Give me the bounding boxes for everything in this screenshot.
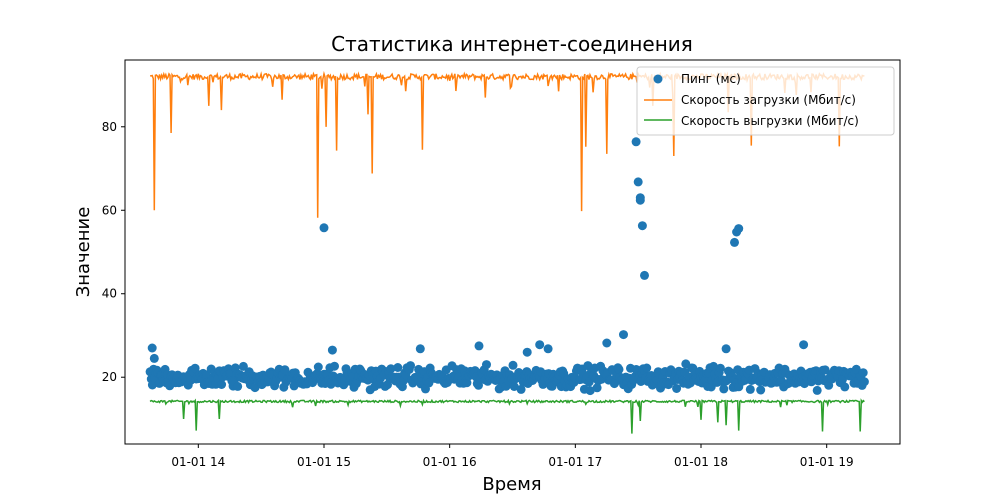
- y-tick-label: 40: [102, 287, 117, 301]
- ping-point: [585, 386, 595, 396]
- x-axis: 01-01 14 01-01 15 01-01 16 01-01 17 01-01 18…: [171, 444, 854, 469]
- ping-point: [812, 385, 822, 395]
- y-tick-label: 20: [102, 370, 117, 384]
- ping-point: [393, 363, 403, 372]
- ping-point: [715, 363, 725, 373]
- ping-point: [482, 360, 491, 370]
- ping-point: [858, 368, 868, 378]
- ping-outlier-point: [522, 347, 532, 357]
- ping-outlier-point: [543, 344, 553, 354]
- legend-marker-ping: [653, 74, 663, 84]
- ping-point: [330, 361, 339, 371]
- series-upload-line: [149, 398, 865, 434]
- ping-point: [516, 384, 526, 394]
- ping-point: [745, 384, 755, 394]
- ping-point: [386, 364, 396, 374]
- y-axis: 20 40 60 80: [102, 120, 125, 384]
- ping-outlier-point: [415, 344, 425, 354]
- ping-point: [840, 382, 850, 392]
- ping-point: [719, 384, 729, 394]
- ping-point: [800, 379, 809, 389]
- ping-outlier-point: [147, 343, 157, 353]
- x-axis-title: Время: [482, 474, 541, 495]
- y-axis-title: Значение: [73, 207, 94, 298]
- ping-point: [190, 363, 200, 373]
- legend-label-download: Скорость загрузки (Мбит/с): [681, 93, 856, 107]
- ping-outlier-point: [635, 193, 645, 203]
- ping-outlier-point: [734, 224, 744, 234]
- ping-point: [280, 365, 290, 375]
- plot-frame: [124, 59, 901, 445]
- ping-outlier-point: [633, 177, 643, 187]
- y-tick-label: 60: [102, 203, 117, 217]
- ping-outlier-point: [730, 237, 739, 247]
- ping-outlier-point: [619, 330, 628, 340]
- ping-point: [313, 362, 323, 372]
- ping-outlier-point: [149, 353, 159, 363]
- x-tick-label: 01-01 14: [171, 455, 225, 469]
- ping-point: [592, 383, 602, 393]
- x-tick-label: 01-01 17: [548, 455, 602, 469]
- x-tick-label: 01-01 16: [423, 455, 477, 469]
- legend-box: [636, 66, 895, 136]
- ping-outlier-point: [535, 340, 545, 350]
- ping-outlier-point: [319, 223, 329, 233]
- ping-outlier-point: [602, 338, 612, 348]
- legend-label-ping: Пинг (мс): [681, 72, 741, 86]
- ping-outlier-point: [327, 345, 337, 355]
- ping-point: [851, 364, 861, 374]
- ping-point: [147, 380, 157, 390]
- ping-point: [642, 363, 652, 373]
- ping-point: [859, 377, 869, 387]
- ping-point: [233, 381, 243, 391]
- y-tick-label: 80: [102, 120, 117, 134]
- ping-point: [672, 384, 682, 393]
- ping-outlier-point: [721, 344, 731, 354]
- ping-point: [756, 385, 766, 395]
- plot-area: [145, 70, 869, 434]
- ping-point: [238, 361, 248, 371]
- ping-outlier-point: [637, 221, 647, 231]
- ping-point: [614, 364, 624, 374]
- ping-point: [709, 361, 718, 371]
- ping-outlier-point: [631, 137, 641, 147]
- ping-point: [217, 380, 227, 389]
- ping-point: [508, 360, 518, 370]
- ping-outlier-point: [474, 341, 484, 351]
- x-tick-label: 01-01 19: [800, 455, 854, 469]
- ping-outlier-point: [640, 270, 649, 280]
- chart-title: Статистика интернет-соединения: [331, 32, 693, 56]
- ping-point: [509, 382, 519, 391]
- series-ping: [145, 137, 869, 396]
- legend-label-upload: Скорость выгрузки (Мбит/с): [681, 114, 859, 128]
- ping-point: [406, 361, 415, 371]
- x-tick-label: 01-01 15: [297, 455, 351, 469]
- x-tick-label: 01-01 18: [674, 455, 728, 469]
- ping-outlier-point: [799, 340, 809, 350]
- legend: Пинг (мс) Скорость загрузки (Мбит/с) Ско…: [636, 66, 895, 136]
